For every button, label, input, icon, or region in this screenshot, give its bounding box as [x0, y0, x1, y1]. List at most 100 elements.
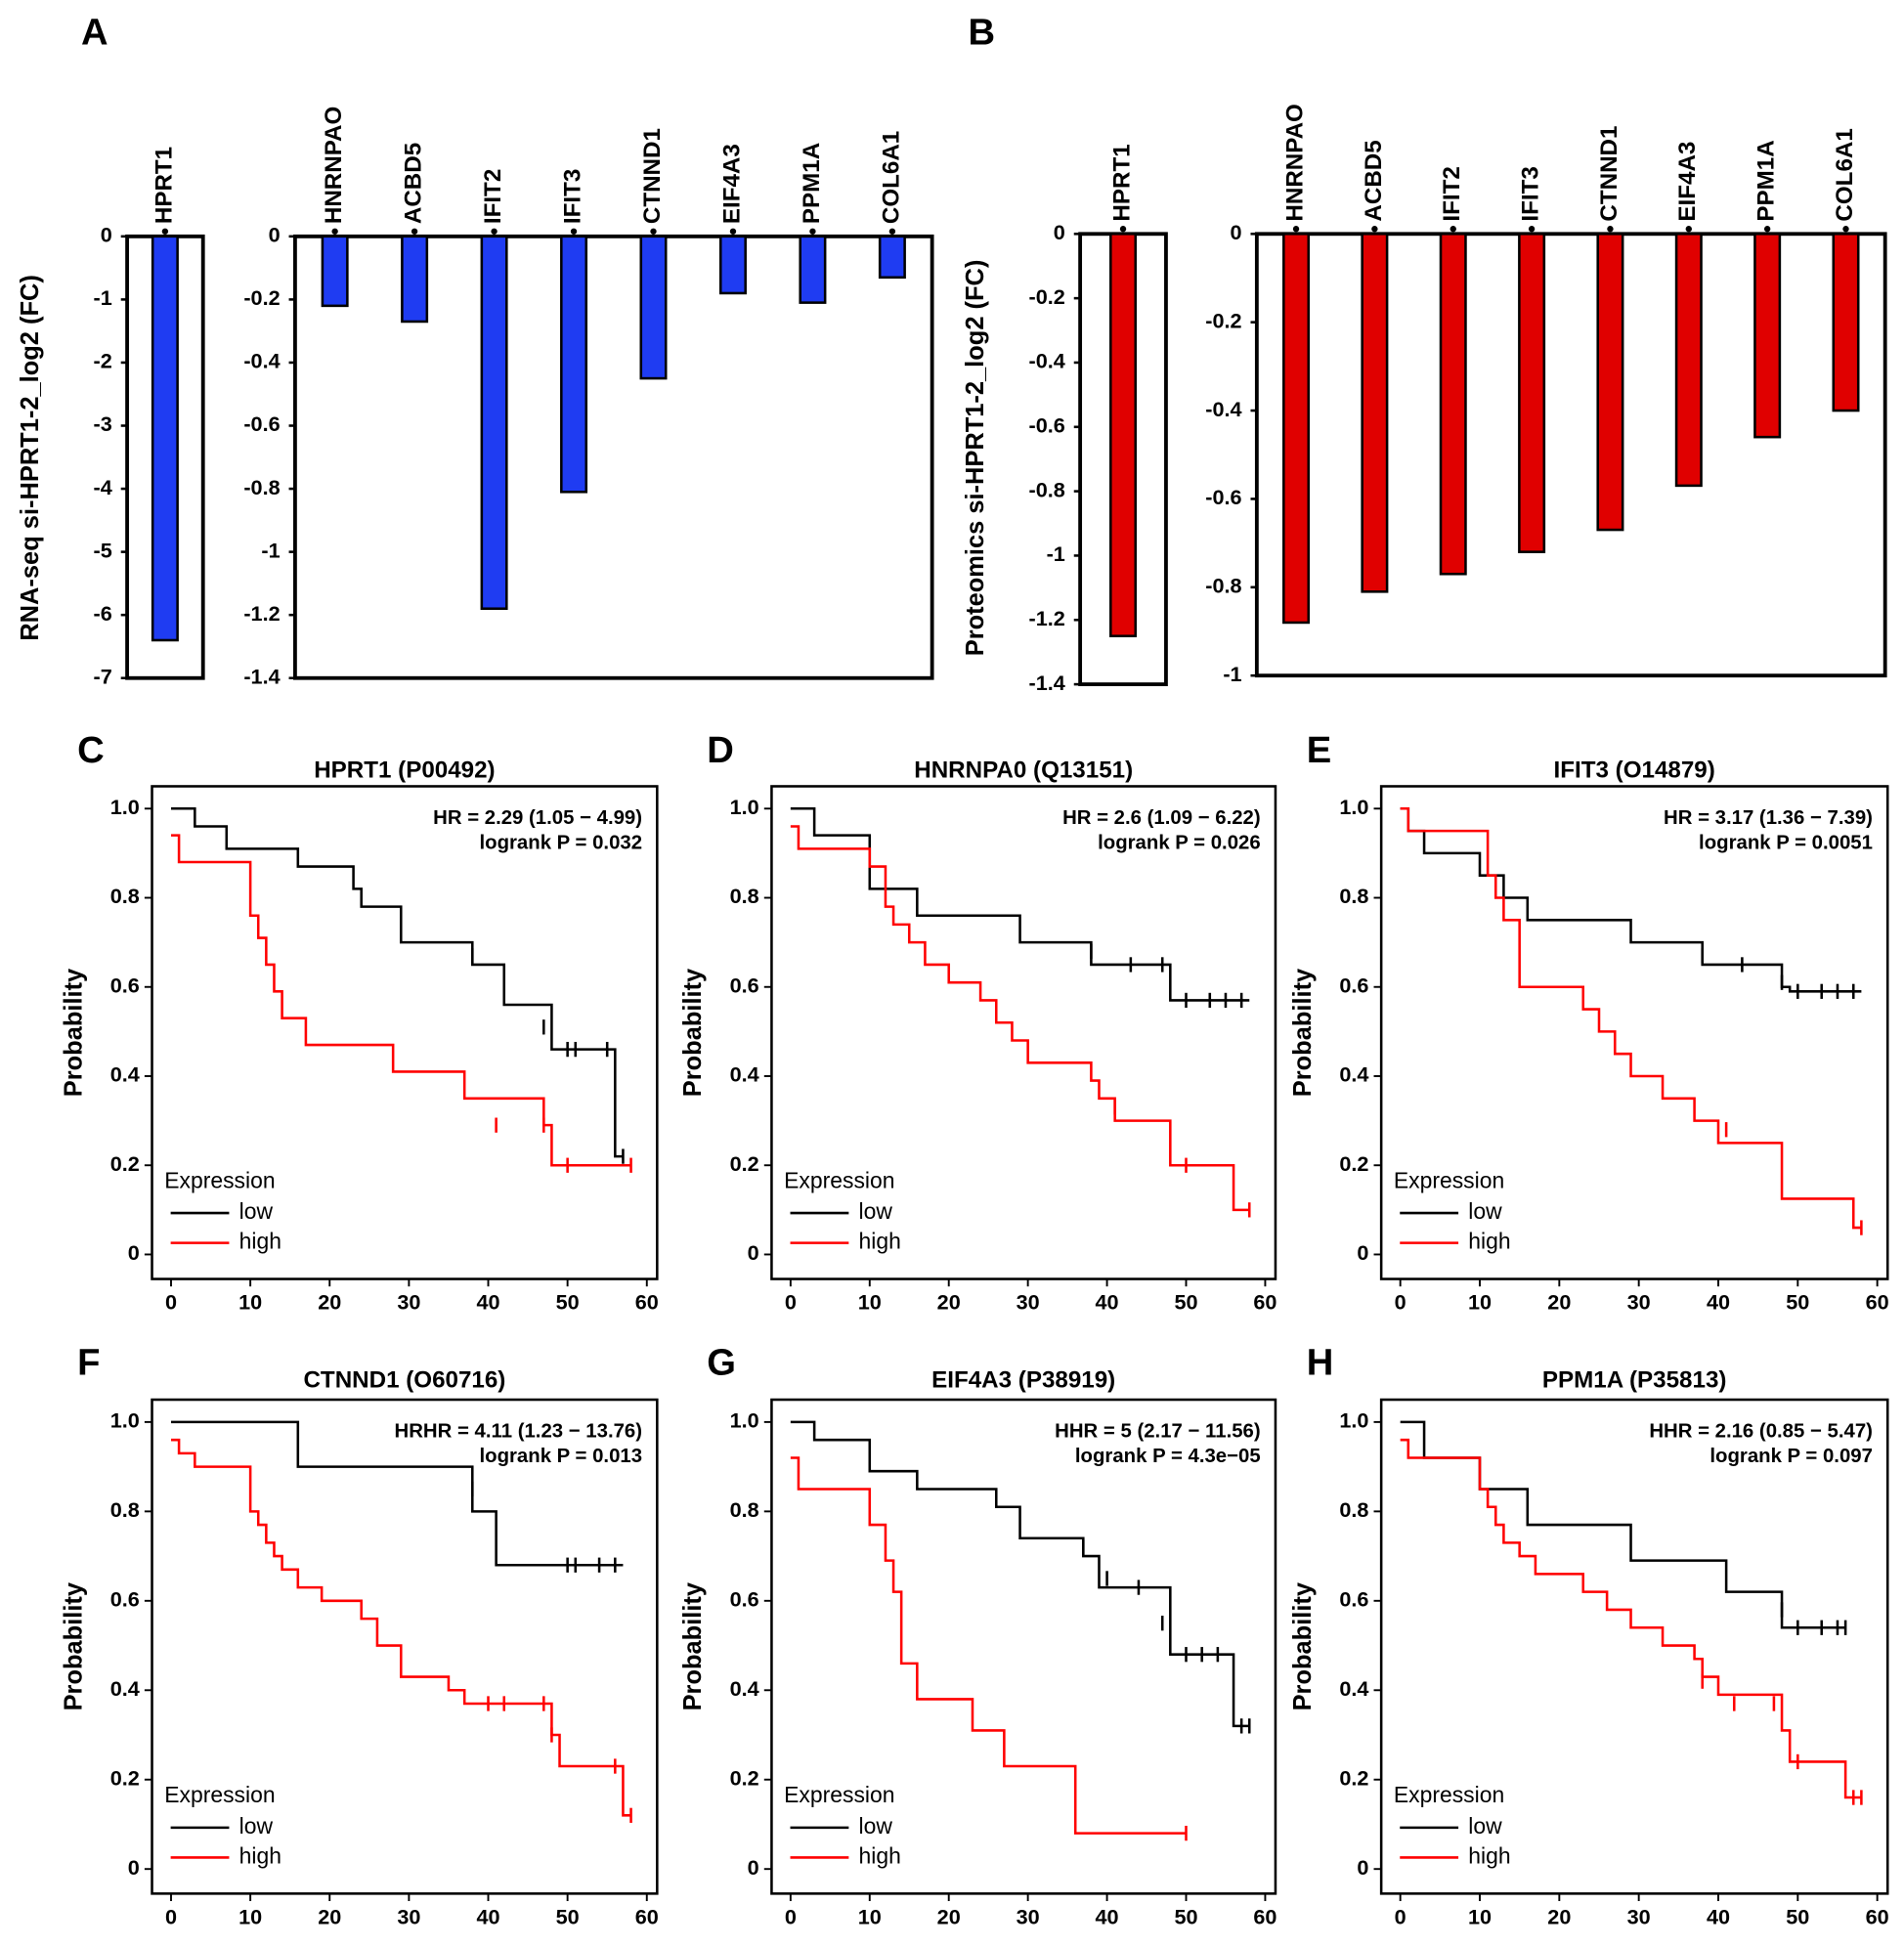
legend-title: Expression [784, 1167, 894, 1192]
x-tick-label: 20 [937, 1905, 961, 1929]
panel-letter: A [81, 12, 108, 54]
y-tick-label: -1.4 [243, 664, 280, 688]
y-tick-label: 1.0 [110, 795, 140, 819]
legend-label: high [859, 1842, 901, 1868]
y-tick-label: 0.6 [110, 1587, 140, 1612]
y-tick-label: 0 [1357, 1855, 1368, 1880]
y-tick-label: 1.0 [730, 1408, 759, 1433]
survival-line [790, 1420, 1250, 1728]
y-tick-label: 0.6 [110, 973, 140, 997]
category-dot [888, 228, 896, 235]
legend-label: low [859, 1813, 893, 1839]
y-tick-label: 0 [1357, 1240, 1368, 1265]
category-label: COL6A1 [878, 131, 904, 224]
y-tick-label: 1.0 [1339, 795, 1368, 819]
legend-title: Expression [164, 1167, 275, 1192]
panel-letter: D [707, 729, 734, 771]
x-tick-label: 40 [1096, 1290, 1119, 1315]
bar [1282, 233, 1311, 625]
x-tick-label: 10 [1468, 1905, 1492, 1929]
panel-letter: B [969, 12, 996, 54]
category-label: HPRT1 [1108, 144, 1135, 221]
y-axis-label: Probability [1289, 1581, 1317, 1710]
panel-letter: G [707, 1341, 736, 1383]
y-tick-label: 0.8 [1339, 884, 1368, 908]
category-label: HNRNPAO [1281, 104, 1308, 221]
x-tick-label: 30 [397, 1905, 420, 1929]
plot-frame [1379, 1398, 1889, 1895]
y-tick-label: 1.0 [110, 1408, 140, 1433]
y-axis-label: Probability [679, 1581, 707, 1710]
x-tick-label: 20 [318, 1905, 341, 1929]
y-tick-label: 0.2 [1339, 1765, 1368, 1790]
y-tick-label: 0.8 [110, 1497, 140, 1522]
y-tick-label: 0.4 [110, 1062, 140, 1087]
x-tick-label: 10 [1468, 1290, 1492, 1315]
bar [639, 235, 668, 380]
category-label: EIF4A3 [1674, 142, 1701, 222]
y-tick-label: 0.2 [730, 1765, 759, 1790]
y-tick-label: -1 [1223, 662, 1241, 686]
y-tick-label: 0.6 [730, 973, 759, 997]
annotation: HR = 2.29 (1.05 − 4.99) [433, 807, 642, 829]
category-label: CTNND1 [1596, 126, 1623, 222]
category-dot [809, 228, 816, 235]
bar [799, 235, 827, 304]
y-tick-label: -3 [94, 411, 112, 436]
y-tick-label: 0.4 [1339, 1676, 1368, 1701]
x-tick-label: 40 [1096, 1905, 1119, 1929]
category-dot [1371, 226, 1378, 233]
y-tick-label: 0.2 [730, 1151, 759, 1176]
y-tick-label: 0 [128, 1855, 140, 1880]
survival-line [170, 807, 624, 1158]
x-tick-label: 10 [858, 1905, 882, 1929]
y-tick-label: 0 [1054, 220, 1065, 244]
x-tick-label: 60 [635, 1905, 659, 1929]
annotation: logrank P = 4.3e−05 [1075, 1446, 1261, 1467]
y-tick-label: 0 [748, 1855, 759, 1880]
x-tick-label: 40 [476, 1905, 499, 1929]
category-dot [1450, 226, 1456, 233]
y-tick-label: -0.2 [243, 285, 280, 310]
y-tick-label: 0.4 [730, 1676, 759, 1701]
y-tick-label: -1 [261, 538, 280, 562]
annotation: HHR = 2.16 (0.85 − 5.47) [1649, 1420, 1873, 1442]
category-label: ACBD5 [400, 143, 426, 224]
y-tick-label: -0.8 [243, 475, 280, 499]
x-tick-label: 20 [1547, 1905, 1571, 1929]
category-dot [1685, 226, 1692, 233]
x-tick-label: 10 [238, 1290, 262, 1315]
legend-label: low [1468, 1813, 1502, 1839]
x-tick-label: 0 [165, 1905, 177, 1929]
y-tick-label: -2 [94, 349, 112, 373]
y-tick-label: 0.6 [730, 1587, 759, 1612]
panel-letter: H [1307, 1341, 1334, 1383]
category-label: IFIT2 [1439, 166, 1465, 221]
chart-title: HNRNPA0 (Q13151) [914, 757, 1133, 784]
category-dot [1119, 226, 1127, 233]
y-tick-label: 1.0 [1339, 1408, 1368, 1433]
x-tick-label: 30 [1017, 1290, 1040, 1315]
category-label: IFIT3 [1517, 166, 1543, 221]
y-tick-label: 0 [101, 223, 112, 247]
y-tick-label: -0.6 [1029, 413, 1065, 438]
bar [718, 235, 747, 295]
legend-title: Expression [1394, 1167, 1504, 1192]
bar [878, 235, 906, 280]
x-tick-label: 60 [1253, 1905, 1277, 1929]
annotation: HR = 2.6 (1.09 − 6.22) [1062, 807, 1261, 829]
category-label: CTNND1 [639, 128, 666, 224]
x-tick-label: 0 [1395, 1290, 1406, 1315]
x-tick-label: 30 [1017, 1905, 1040, 1929]
category-label: COL6A1 [1832, 128, 1858, 221]
survival-line [170, 834, 631, 1167]
annotation: logrank P = 0.032 [479, 832, 642, 853]
y-tick-label: 0.4 [1339, 1062, 1368, 1087]
y-tick-label: 0.2 [110, 1765, 140, 1790]
y-tick-label: -1 [1047, 541, 1065, 566]
plot-frame [1254, 232, 1887, 678]
category-label: HPRT1 [151, 147, 177, 224]
bar [1109, 233, 1138, 637]
category-dot [570, 228, 578, 235]
